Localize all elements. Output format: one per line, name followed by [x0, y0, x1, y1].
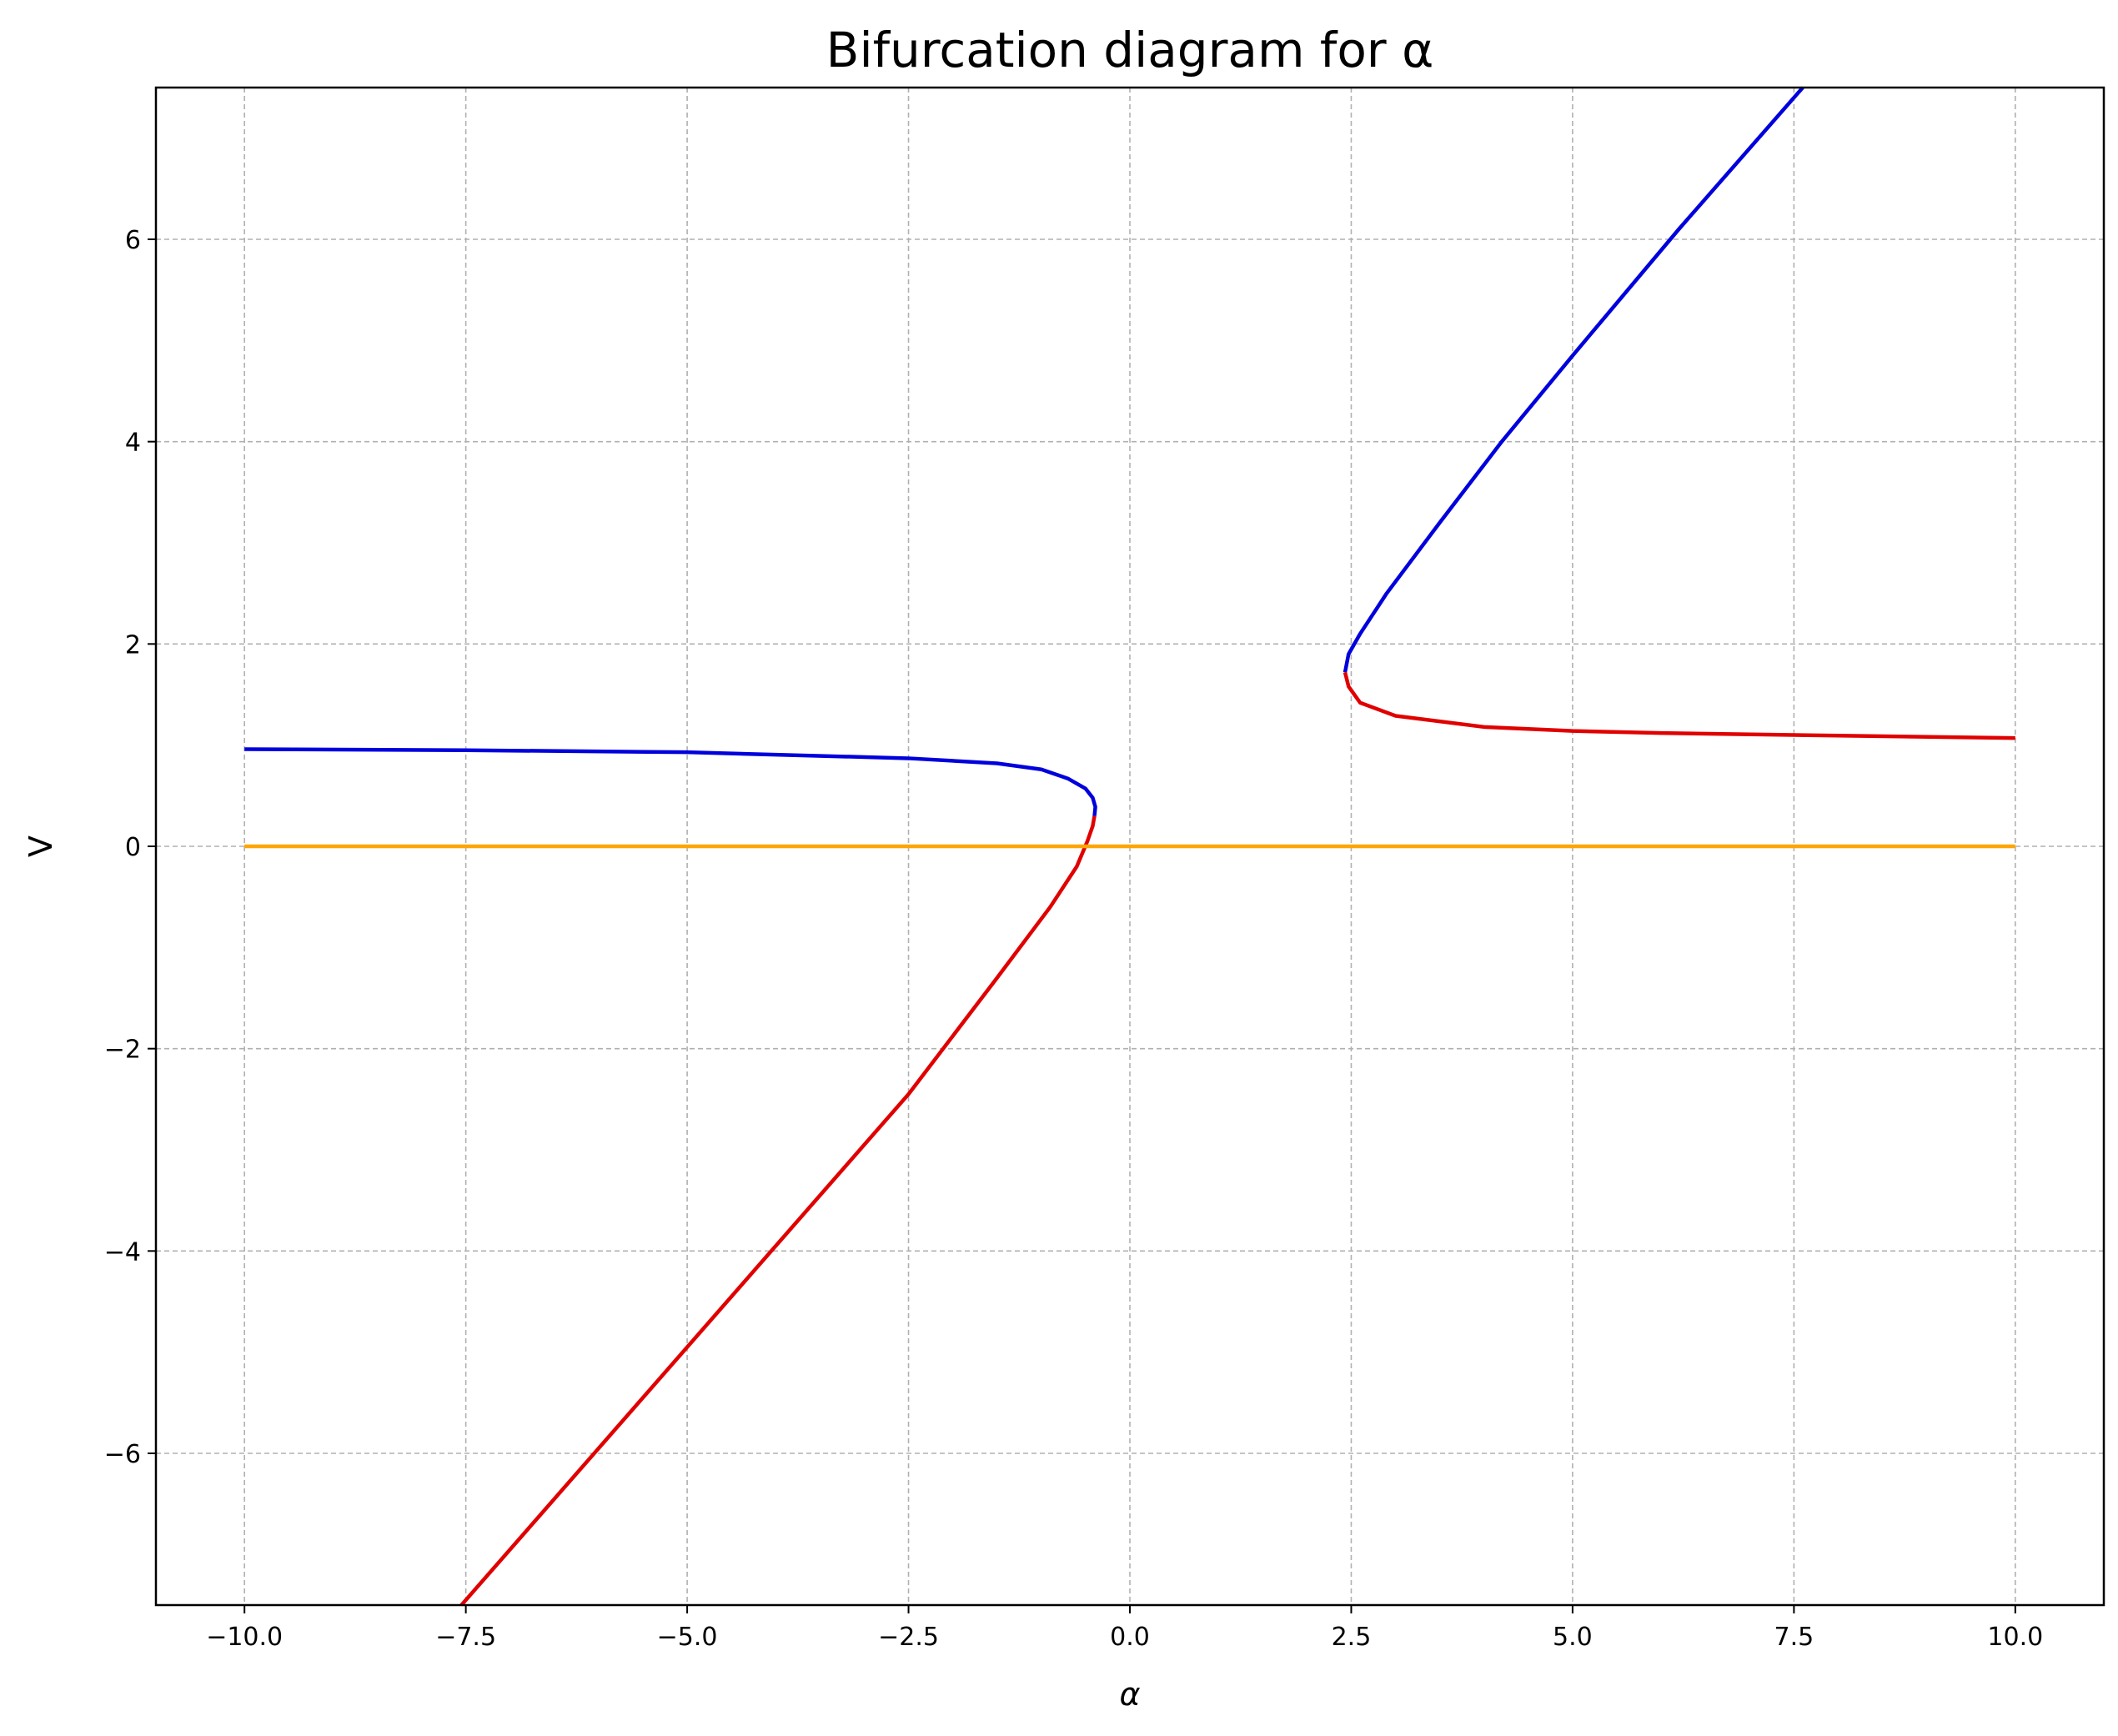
y-tick-label: 6 — [125, 226, 141, 255]
series-layer — [244, 86, 2015, 1607]
x-tick-label: 2.5 — [1332, 1623, 1372, 1652]
y-tick-label: 0 — [125, 833, 141, 862]
ticks: −10.0 −7.5 −5.0 −2.5 0.0 2.5 5.0 7.5 10.0 −6 −4 −2 0… — [104, 226, 2043, 1652]
y-tick-label: 2 — [125, 630, 141, 660]
series-line-2 — [1343, 86, 1804, 673]
x-tick-label: −5.0 — [657, 1623, 718, 1652]
series-line-1 — [459, 815, 1097, 1607]
x-tick-label: 7.5 — [1774, 1623, 1814, 1652]
x-tick-label: 0.0 — [1110, 1623, 1150, 1652]
x-tick-label: 5.0 — [1553, 1623, 1593, 1652]
x-tick-label: −7.5 — [435, 1623, 496, 1652]
series-line-3 — [1343, 671, 2015, 740]
chart-title: Bifurcation diagram for α — [826, 22, 1434, 78]
y-tick-label: 4 — [125, 429, 141, 458]
y-tick-label: −6 — [104, 1440, 141, 1469]
y-tick-label: −4 — [104, 1237, 141, 1267]
x-axis-title: α — [1119, 1676, 1140, 1713]
x-tick-label: 10.0 — [1987, 1623, 2043, 1652]
y-tick-label: −2 — [104, 1036, 141, 1065]
x-tick-label: −2.5 — [878, 1623, 939, 1652]
series-line-0 — [244, 747, 1097, 816]
x-tick-label: −10.0 — [206, 1623, 283, 1652]
y-axis-title: V — [23, 835, 59, 857]
